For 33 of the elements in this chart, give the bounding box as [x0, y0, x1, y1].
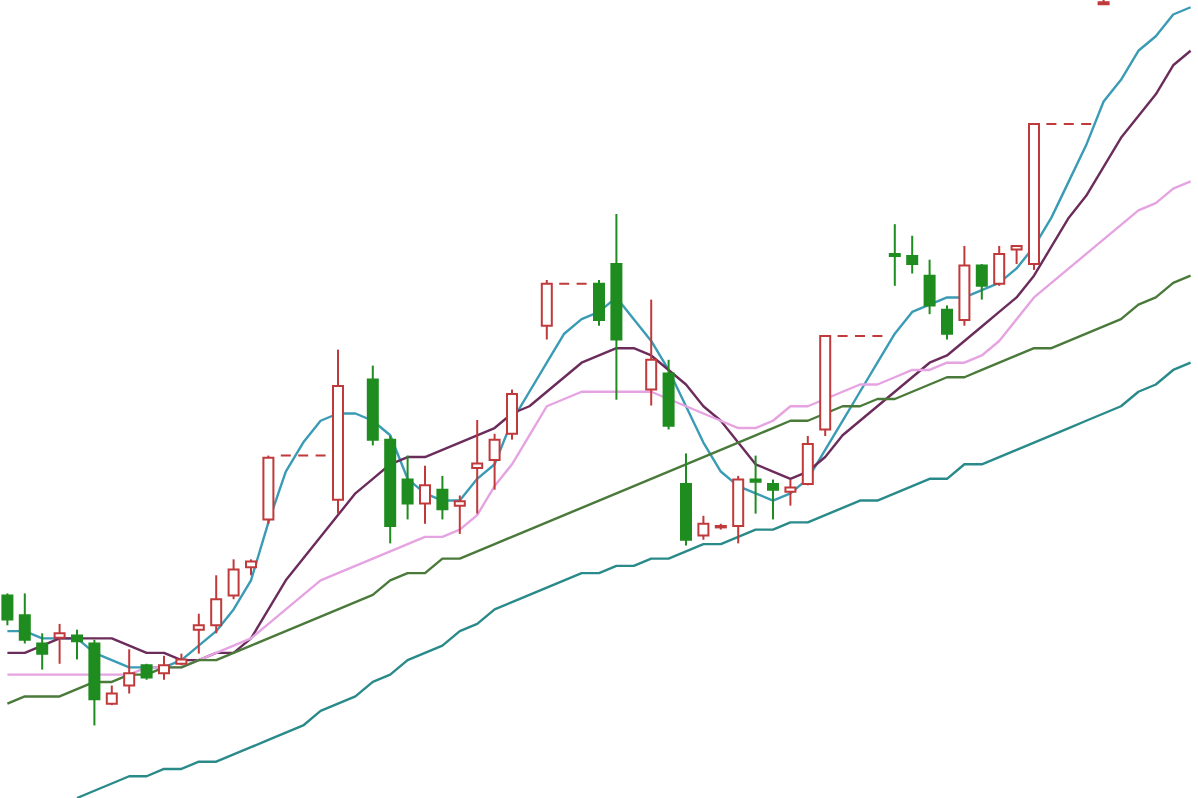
candlestick	[767, 478, 779, 521]
candlestick	[923, 258, 936, 316]
candlestick	[540, 279, 553, 341]
candlestick	[749, 454, 762, 515]
candlestick	[697, 514, 710, 541]
candlestick	[941, 304, 953, 341]
candlestick	[401, 454, 414, 521]
candlestick	[53, 622, 66, 665]
candlestick	[471, 419, 484, 515]
candlestick	[453, 494, 466, 535]
candlestick	[732, 474, 745, 545]
candlestick	[506, 388, 518, 441]
candlestick	[158, 654, 170, 681]
candlestick	[18, 592, 31, 645]
candlestick	[593, 279, 605, 327]
candlestick	[123, 648, 136, 695]
candlestick	[71, 628, 83, 661]
candlestick	[36, 632, 49, 671]
candlestick	[906, 234, 919, 275]
candlestick	[1, 592, 14, 627]
candlestick	[227, 558, 240, 601]
candlestick	[975, 263, 988, 301]
candlestick	[1010, 244, 1023, 266]
candlestick	[993, 244, 1006, 287]
candlestick	[488, 432, 501, 491]
candlestick	[436, 474, 449, 521]
candlestick	[192, 612, 205, 655]
candlestick	[784, 478, 797, 507]
candlestick	[888, 223, 901, 287]
candlestick	[645, 298, 658, 407]
candlestick	[419, 464, 431, 525]
candlestick	[801, 435, 814, 487]
candlestick	[210, 574, 223, 635]
